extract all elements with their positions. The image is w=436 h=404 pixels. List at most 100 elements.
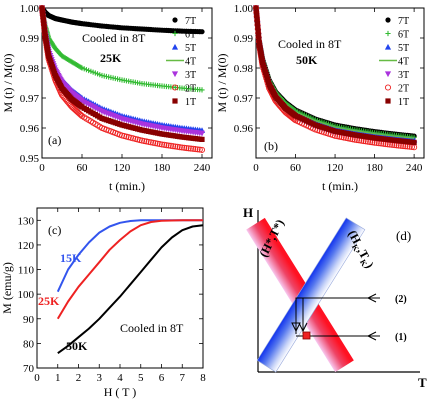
data-point [192,146,199,153]
y-ticks: 0.96 0.97 0.98 0.99 1.00 [234,3,424,135]
data-point [165,142,172,149]
series-7T [253,5,417,139]
series-label-25K: 25K [38,294,60,308]
y-tick-label: 120 [18,240,35,252]
x-tick-label: 180 [154,162,171,174]
x-ticks: 0 60 120 180 240 [39,8,211,174]
panel-label: (d) [396,228,411,243]
data-point [190,145,197,152]
legend-swatch [384,71,392,78]
legend-label: 7T [398,16,409,27]
data-point [411,139,417,145]
series-1T [39,5,205,142]
x-tick-label: 4 [117,372,123,384]
path-2-arrowhead [291,322,301,333]
y-tick-label: 0.95 [20,153,40,165]
panel-label: (b) [264,139,278,153]
legend-label: 2T [185,84,196,95]
legend-label: 5T [398,43,409,54]
y-tick-label: 0.96 [234,123,254,135]
series-layer [56,219,204,355]
data-point [256,36,262,43]
x-tick-label: 5 [138,372,144,384]
path-2-start-arrow [366,293,377,303]
data-point [181,144,188,151]
hk-close: ) [363,260,377,270]
legend-swatch [172,30,178,37]
y-tick-label: 0.97 [234,93,254,105]
data-point [170,143,177,150]
path-1-arrowhead [366,331,377,341]
x-axis-label: t (min.) [322,179,358,193]
y-tick-label: 1.00 [234,3,254,15]
x-tick-label: 240 [194,162,211,174]
y-tick-label: 0.99 [234,33,254,45]
x-tick-label: 2 [76,372,82,384]
legend-swatch [171,84,179,91]
data-point [178,144,186,151]
y-tick-label: 80 [23,338,35,350]
x-tick-label: 240 [406,162,423,174]
data-point [39,8,45,14]
legend-label: 1T [398,97,409,108]
y-tick-label: 110 [18,265,35,277]
y-tick-label: 90 [23,314,35,326]
y-ticks: 70 80 90 100 110 120 130 [18,215,203,375]
x-axis-label: t (min.) [109,179,145,193]
panel-b: 0.96 0.97 0.98 0.99 1.00 0 60 120 180 240 7T 6T 5T… [215,3,425,193]
data-point [78,64,84,70]
y-tick-label: 1.00 [20,3,40,15]
data-point [40,11,46,17]
x-tick-label: 120 [114,162,131,174]
data-point [185,145,192,152]
panel-d: H T (d) (H*,T*) (HK,TK) (2) (1) [243,205,427,390]
x-ticks: 0 60 120 180 240 [253,8,423,174]
legend-swatch [385,30,391,37]
legend-swatch [384,84,392,91]
y-tick-label: 0.96 [20,123,40,135]
data-point [199,87,205,93]
data-point [198,146,206,153]
data-point [254,13,260,19]
series-layer [38,4,206,153]
annotation-cooled: Cooled in 8T [120,321,184,335]
data-point [40,14,46,21]
legend-swatch [172,17,178,23]
hk-sub-k: K [350,243,361,253]
x-axis-label: H ( T ) [104,385,137,399]
y-axis-label: M (emu/g) [0,262,14,314]
x-tick-label: 8 [200,372,206,384]
legend-swatch [171,43,179,50]
x-tick-label: 6 [159,372,165,384]
legend-swatch [385,17,391,23]
x-tick-label: 7 [180,372,186,384]
data-point [147,139,154,146]
legend-swatch [171,71,179,78]
legend: 7T 6T 5T 4T 3T 2T 1T [166,16,196,108]
y-tick-label: 0.97 [20,93,40,105]
legend-label: 3T [398,70,409,81]
data-point [41,21,47,27]
y-axis-label: M (t) / M(0) [215,54,229,113]
series-1T [253,5,417,145]
annotation-temperature: 25K [100,51,122,65]
data-point [253,9,259,15]
data-point [42,30,48,36]
y-tick-label: 0.98 [234,63,254,75]
data-point [196,146,203,153]
data-point [174,143,181,150]
legend-label: 2T [398,84,409,95]
data-point [199,29,205,35]
series-line-50K [57,224,204,355]
panel-label: (a) [48,133,61,147]
band-hk-rect [256,217,366,373]
path-2-label: (2) [395,294,407,305]
data-point [41,27,48,33]
data-point [163,142,170,149]
series-layer [252,4,418,151]
data-point [40,18,47,24]
series-4T [255,7,415,139]
state-point-marker [302,331,311,340]
x-tick-label: 1 [55,372,61,384]
data-point [199,136,205,142]
